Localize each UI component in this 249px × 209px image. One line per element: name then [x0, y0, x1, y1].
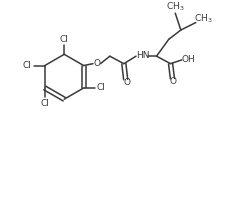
Text: CH$_3$: CH$_3$ — [194, 13, 213, 25]
Text: O: O — [170, 77, 177, 86]
Text: Cl: Cl — [97, 83, 106, 92]
Text: O: O — [93, 59, 100, 68]
Text: OH: OH — [182, 55, 195, 64]
Text: Cl: Cl — [23, 61, 31, 70]
Text: O: O — [123, 78, 130, 87]
Text: CH$_3$: CH$_3$ — [166, 0, 185, 13]
Text: HN: HN — [136, 51, 149, 60]
Text: Cl: Cl — [60, 35, 69, 44]
Text: Cl: Cl — [40, 99, 49, 108]
